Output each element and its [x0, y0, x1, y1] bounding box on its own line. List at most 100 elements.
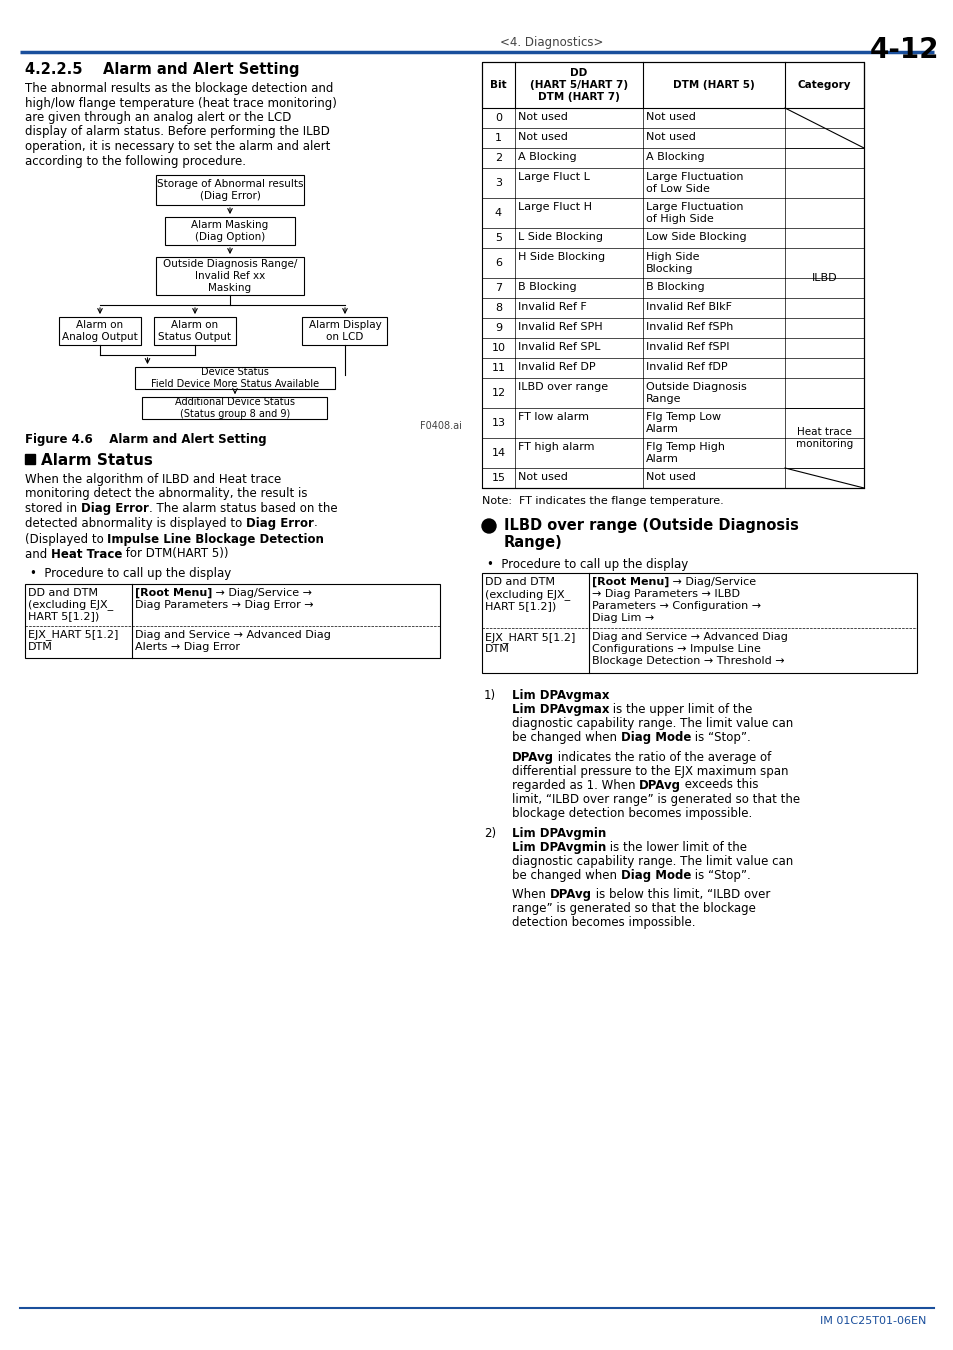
- Text: High Side
Blocking: High Side Blocking: [645, 252, 699, 274]
- Text: 10: 10: [491, 343, 505, 352]
- Text: Note:  FT indicates the flange temperature.: Note: FT indicates the flange temperatur…: [481, 495, 723, 506]
- Text: 3: 3: [495, 178, 501, 188]
- Text: FT low alarm: FT low alarm: [517, 412, 588, 423]
- Bar: [481, 572, 916, 674]
- Text: [Root Menu]: [Root Menu]: [135, 587, 213, 598]
- Bar: [135, 367, 335, 389]
- Text: 4: 4: [495, 208, 501, 217]
- Text: monitoring detect the abnormality, the result is: monitoring detect the abnormality, the r…: [25, 487, 307, 501]
- Text: Range): Range): [503, 535, 562, 549]
- Text: A Blocking: A Blocking: [517, 153, 576, 162]
- Text: Diag Parameters → Diag Error →: Diag Parameters → Diag Error →: [135, 599, 314, 609]
- Text: 6: 6: [495, 258, 501, 269]
- Text: is “Stop”.: is “Stop”.: [690, 732, 750, 744]
- Text: 11: 11: [491, 363, 505, 373]
- Text: .: .: [314, 517, 317, 529]
- Text: DPAvg: DPAvg: [639, 779, 680, 791]
- Text: Alarm on
Status Output: Alarm on Status Output: [158, 320, 232, 342]
- Text: (Displayed to: (Displayed to: [25, 533, 108, 545]
- Text: diagnostic capability range. The limit value can: diagnostic capability range. The limit v…: [512, 717, 792, 730]
- Text: DTM: DTM: [484, 644, 509, 653]
- Text: ILBD: ILBD: [811, 273, 837, 284]
- Text: Outside Diagnosis Range/
Invalid Ref xx
Masking: Outside Diagnosis Range/ Invalid Ref xx …: [163, 259, 297, 293]
- Text: Additional Device Status
(Status group 8 and 9): Additional Device Status (Status group 8…: [174, 397, 294, 418]
- Text: Lim DPAvgmax: Lim DPAvgmax: [512, 703, 609, 717]
- Text: EJX_HART 5[1.2]: EJX_HART 5[1.2]: [28, 629, 118, 640]
- Text: Diag Error: Diag Error: [246, 517, 314, 529]
- Text: 0: 0: [495, 113, 501, 123]
- Text: Outside Diagnosis
Range: Outside Diagnosis Range: [645, 382, 746, 404]
- Text: → Diag/Service →: → Diag/Service →: [213, 587, 312, 598]
- Text: Configurations → Impulse Line: Configurations → Impulse Line: [592, 644, 760, 653]
- Text: Heat trace
monitoring: Heat trace monitoring: [795, 427, 852, 448]
- Text: be changed when: be changed when: [512, 732, 620, 744]
- Text: 15: 15: [491, 472, 505, 483]
- Text: Invalid Ref SPH: Invalid Ref SPH: [517, 323, 602, 332]
- Text: Device Status
Field Device More Status Available: Device Status Field Device More Status A…: [151, 367, 318, 389]
- Text: Diag Error: Diag Error: [81, 502, 149, 514]
- Bar: [302, 317, 387, 346]
- Text: When: When: [512, 888, 549, 900]
- Text: 4-12: 4-12: [869, 36, 939, 63]
- Text: Parameters → Configuration →: Parameters → Configuration →: [592, 601, 760, 612]
- Text: 8: 8: [495, 302, 501, 313]
- Text: <4. Diagnostics>: <4. Diagnostics>: [499, 36, 602, 49]
- Text: ILBD over range (Outside Diagnosis: ILBD over range (Outside Diagnosis: [503, 518, 798, 533]
- Text: diagnostic capability range. The limit value can: diagnostic capability range. The limit v…: [512, 855, 792, 868]
- Bar: [481, 62, 863, 487]
- Text: Alerts → Diag Error: Alerts → Diag Error: [135, 641, 240, 652]
- Text: Figure 4.6    Alarm and Alert Setting: Figure 4.6 Alarm and Alert Setting: [25, 433, 266, 446]
- Text: Flg Temp High
Alarm: Flg Temp High Alarm: [645, 441, 724, 463]
- Text: DPAvg: DPAvg: [549, 888, 591, 900]
- Text: Not used: Not used: [645, 472, 695, 482]
- Text: Diag Lim →: Diag Lim →: [592, 613, 654, 622]
- Text: be changed when: be changed when: [512, 869, 620, 882]
- Text: HART 5[1.2]): HART 5[1.2]): [484, 601, 556, 612]
- Text: 13: 13: [491, 418, 505, 428]
- Text: Alarm Masking
(Diag Option): Alarm Masking (Diag Option): [192, 220, 269, 242]
- Text: •  Procedure to call up the display: • Procedure to call up the display: [30, 567, 231, 580]
- Text: Flg Temp Low
Alarm: Flg Temp Low Alarm: [645, 412, 720, 433]
- Text: Invalid Ref fDP: Invalid Ref fDP: [645, 362, 727, 373]
- Text: Not used: Not used: [517, 132, 567, 142]
- Text: Heat Trace: Heat Trace: [51, 548, 122, 560]
- Text: Not used: Not used: [645, 132, 695, 142]
- Text: Category: Category: [797, 80, 850, 90]
- Bar: [153, 317, 235, 346]
- Text: are given through an analog alert or the LCD: are given through an analog alert or the…: [25, 111, 291, 124]
- Text: Lim DPAvgmin: Lim DPAvgmin: [512, 826, 605, 840]
- Text: Bit: Bit: [490, 80, 506, 90]
- Text: B Blocking: B Blocking: [645, 282, 704, 292]
- Text: high/low flange temperature (heat trace monitoring): high/low flange temperature (heat trace …: [25, 96, 336, 109]
- Text: [Root Menu]: [Root Menu]: [592, 576, 669, 587]
- Text: 7: 7: [495, 284, 501, 293]
- Text: (excluding EJX_: (excluding EJX_: [28, 599, 113, 610]
- Text: B Blocking: B Blocking: [517, 282, 576, 292]
- Text: for DTM(HART 5)): for DTM(HART 5)): [122, 548, 229, 560]
- Text: Invalid Ref fSPh: Invalid Ref fSPh: [645, 323, 733, 332]
- Text: Large Fluctuation
of High Side: Large Fluctuation of High Side: [645, 202, 742, 224]
- Text: regarded as 1. When: regarded as 1. When: [512, 779, 639, 791]
- Text: Large Fluct L: Large Fluct L: [517, 171, 589, 182]
- Circle shape: [481, 518, 496, 533]
- Text: Invalid Ref DP: Invalid Ref DP: [517, 362, 595, 373]
- Text: is the lower limit of the: is the lower limit of the: [605, 841, 746, 855]
- Text: DD and DTM: DD and DTM: [28, 587, 98, 598]
- Text: stored in: stored in: [25, 502, 81, 514]
- Text: operation, it is necessary to set the alarm and alert: operation, it is necessary to set the al…: [25, 140, 330, 153]
- Bar: [59, 317, 141, 346]
- Text: according to the following procedure.: according to the following procedure.: [25, 154, 246, 167]
- Bar: [25, 583, 439, 657]
- Text: (excluding EJX_: (excluding EJX_: [484, 589, 570, 599]
- Text: detected abnormality is displayed to: detected abnormality is displayed to: [25, 517, 246, 529]
- Text: 1: 1: [495, 134, 501, 143]
- Text: is the upper limit of the: is the upper limit of the: [609, 703, 752, 717]
- Bar: [25, 454, 35, 464]
- Bar: [142, 397, 327, 418]
- Text: 12: 12: [491, 387, 505, 398]
- Text: Impulse Line Blockage Detection: Impulse Line Blockage Detection: [108, 533, 324, 545]
- Text: 1): 1): [483, 688, 496, 702]
- Text: and: and: [25, 548, 51, 560]
- Text: differential pressure to the EJX maximum span: differential pressure to the EJX maximum…: [512, 764, 788, 778]
- Text: range” is generated so that the blockage: range” is generated so that the blockage: [512, 902, 755, 915]
